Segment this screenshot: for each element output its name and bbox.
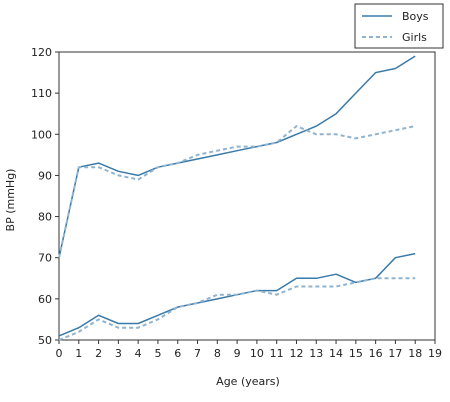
x-axis-ticks: 0 1 2 3 4 5 6 7 8 9 10 11 12 13 14 15 16 17 18 19 — [56, 340, 442, 360]
x-tick-label: 7 — [194, 347, 201, 360]
x-tick-label: 16 — [369, 347, 383, 360]
x-tick-label: 9 — [234, 347, 241, 360]
legend-label-girls: Girls — [402, 31, 427, 44]
x-tick-label: 0 — [56, 347, 63, 360]
x-tick-label: 4 — [135, 347, 142, 360]
series-layer — [58, 55, 416, 341]
series-boys-systolic-line — [58, 55, 416, 258]
y-axis-title: BP (mmHg) — [4, 169, 17, 232]
plot-area — [58, 51, 436, 341]
y-tick-label: 70 — [38, 252, 52, 265]
x-tick-label: 5 — [154, 347, 161, 360]
y-tick-label: 90 — [38, 169, 52, 182]
y-tick-label: 60 — [38, 293, 52, 306]
x-tick-label: 15 — [349, 347, 363, 360]
legend-box — [354, 3, 444, 49]
series-girls-diastolic-line — [58, 277, 416, 341]
x-tick-label: 11 — [270, 347, 284, 360]
x-tick-label: 10 — [250, 347, 264, 360]
legend: Boys Girls — [354, 3, 444, 49]
x-tick-label: 19 — [428, 347, 442, 360]
x-tick-label: 8 — [214, 347, 221, 360]
x-tick-label: 17 — [388, 347, 402, 360]
x-axis-title: Age (years) — [216, 375, 280, 388]
x-tick-label: 14 — [329, 347, 343, 360]
x-tick-label: 18 — [408, 347, 422, 360]
x-tick-label: 6 — [174, 347, 181, 360]
y-axis-ticks: 50 60 70 80 90 100 110 120 — [31, 46, 59, 347]
x-tick-label: 2 — [95, 347, 102, 360]
x-tick-label: 3 — [115, 347, 122, 360]
x-tick-label: 1 — [75, 347, 82, 360]
y-tick-label: 120 — [31, 46, 52, 59]
legend-label-boys: Boys — [402, 10, 429, 23]
x-tick-label: 12 — [289, 347, 303, 360]
y-tick-label: 50 — [38, 334, 52, 347]
y-tick-label: 80 — [38, 211, 52, 224]
y-tick-label: 110 — [31, 87, 52, 100]
y-tick-label: 100 — [31, 128, 52, 141]
x-tick-label: 13 — [309, 347, 323, 360]
series-girls-systolic-line — [58, 125, 416, 258]
plot-frame — [58, 51, 436, 341]
